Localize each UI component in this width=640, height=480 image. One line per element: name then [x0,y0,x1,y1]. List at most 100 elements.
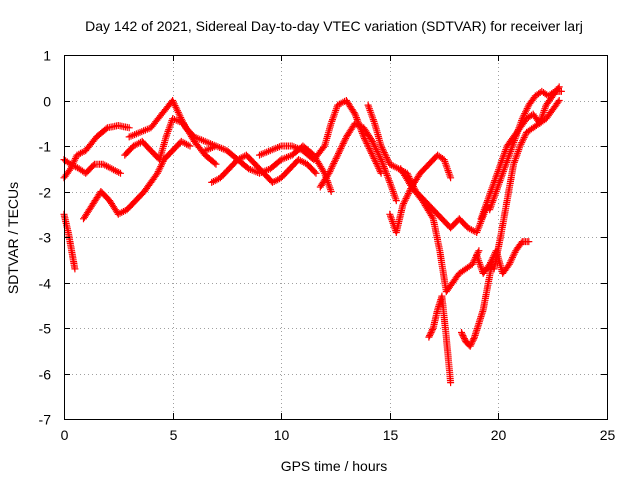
data-point-group [108,165,123,176]
data-point-group [201,143,218,155]
data-point-group [123,198,138,214]
data-point [125,124,133,132]
data-point-group [121,143,136,159]
y-tick-label: -3 [39,230,52,246]
data-point-group [429,215,443,253]
data-point [557,87,565,95]
data-point-group [490,162,504,186]
data-point-group [153,157,167,177]
data-point-group [377,156,393,185]
x-tick-label: 10 [274,427,290,443]
data-point-group [536,116,549,127]
data-point-group [169,97,182,116]
data-point [392,197,400,205]
data-point-group [386,160,401,172]
data-point-group [386,178,400,203]
y-tick-label: -2 [39,185,52,201]
y-tick-label: -7 [39,412,52,428]
data-point-group [512,239,525,255]
data-point-group [516,130,530,150]
data-point-group [529,120,542,132]
data-point-group [525,94,538,109]
data-point-group [351,119,366,131]
data-point-group [80,203,95,223]
x-tick-label: 25 [600,427,616,443]
data-point-group [242,151,258,167]
data-point-group [266,143,283,155]
series-track-J [316,119,400,205]
data-point-group [364,101,378,125]
data-point-group [99,160,114,172]
data-point-group [486,189,500,214]
data-point [475,247,483,255]
data-point-group [484,262,495,291]
data-marks [60,83,565,387]
y-tick-label: -1 [39,139,52,155]
y-tick-label: 1 [43,48,51,64]
series-track-D [80,137,194,223]
data-point-group [497,144,510,168]
data-point [555,97,563,104]
data-point [186,142,194,150]
data-point-group [93,125,110,141]
data-point-group [371,119,385,148]
data-point-group [295,156,309,167]
data-point [312,169,320,177]
chart-title: Day 142 of 2021, Sidereal Day-to-day VTE… [85,18,583,34]
y-tick-label: -5 [39,321,52,337]
data-point-group [147,112,164,132]
data-point-group [251,160,267,176]
data-point-group [140,180,154,195]
data-point-group [208,175,223,186]
data-point-group [479,285,491,314]
series-track-O [458,260,496,350]
data-point-group [425,326,436,341]
data-point-group [169,115,186,126]
data-point-group [160,148,175,164]
series-track-C [60,210,79,273]
x-tick-label: 20 [491,427,507,443]
data-point-group [492,171,506,195]
data-point [447,379,455,387]
data-point-group [429,206,445,221]
data-point-group [542,94,556,109]
data-point-group [334,135,350,159]
data-point-group [368,137,384,162]
data-point-group [549,98,562,114]
series-track-P [473,238,533,277]
data-point-group [225,157,240,173]
y-tick-label: -6 [39,367,52,383]
data-point-group [360,124,375,144]
series-track-R [490,97,563,273]
x-axis-label: GPS time / hours [281,458,388,474]
data-point-group [505,248,519,268]
data-point-group [455,215,471,231]
data-point-group [216,166,232,182]
data-point-group [544,89,557,100]
data-point [525,238,533,246]
data-point-group [442,333,454,385]
data-point-group [475,308,487,327]
data-point-group [418,197,436,221]
data-point-group [497,199,511,241]
series-track-B [60,156,124,177]
data-point-group [440,156,454,180]
series-track-S [486,87,565,214]
series-track-H [208,151,320,186]
series-track-F [121,115,220,168]
data-point-group [342,97,358,117]
data-point-group [73,148,88,159]
data-point-group [397,165,414,189]
data-point-group [512,117,526,141]
series-track-I [256,97,385,177]
data-point-group [477,198,491,223]
data-point-group [399,185,415,209]
data-point-group [455,266,468,277]
x-tick-label: 5 [170,427,178,443]
data-point-group [180,119,197,144]
data-point-group [136,125,153,136]
data-point-group [82,162,97,177]
data-point-group [177,137,192,149]
